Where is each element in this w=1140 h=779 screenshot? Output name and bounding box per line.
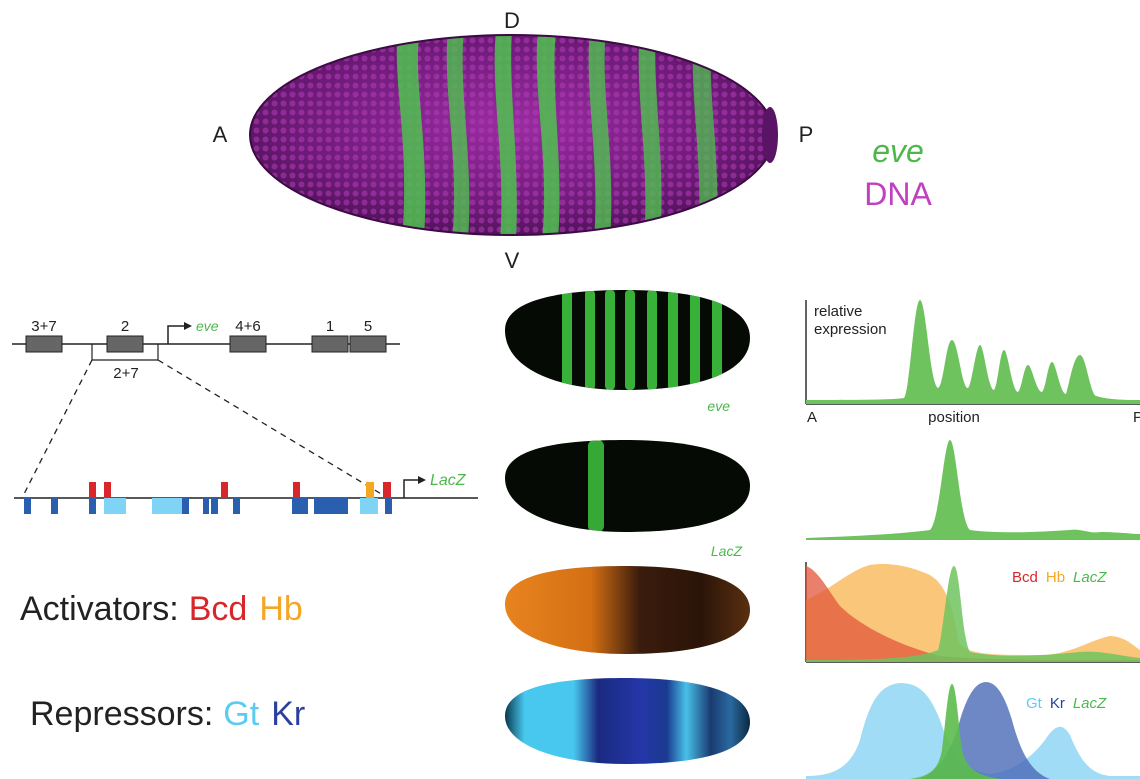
axis-label-dorsal: D (504, 8, 520, 33)
activators-legend: Bcd Hb LacZ (1012, 569, 1107, 586)
top-embryo (249, 34, 778, 236)
enhancer-bracket (91, 344, 159, 361)
enhancer-label-5: 5 (364, 318, 372, 335)
enhancer-box-2 (106, 335, 144, 353)
plot-ylabel-line2: expression (814, 321, 887, 338)
plot-ylabel-line1: relative (814, 303, 862, 320)
repressors-heading: Repressors: Gt Kr (30, 695, 305, 733)
enhancer-box-3-7 (25, 335, 63, 353)
gt-area (806, 683, 1140, 779)
promoter-arrow-icon (167, 325, 184, 344)
embryo-panel-bcd-hb (505, 566, 750, 654)
lacz-area (806, 440, 1140, 540)
enhancer-box-1 (311, 335, 349, 353)
activators-heading: Activators: Bcd Hb (20, 590, 303, 628)
enhancer-box-4-6 (229, 335, 267, 353)
bcd-area (806, 566, 1140, 662)
embryo-panel-gt-kr (505, 678, 750, 764)
plot-lacz-expression (806, 440, 1140, 540)
hb-area (806, 564, 1140, 662)
axis-label-ventral: V (505, 248, 520, 273)
embryo-panel-lacz (505, 440, 750, 532)
enhancer-label-4-6: 4+6 (235, 318, 260, 335)
embryo-label-eve: eve (707, 398, 730, 414)
enhancer-label-3-7: 3+7 (31, 318, 56, 335)
enhancer-label-2: 2 (121, 318, 129, 335)
eve-stripes (396, 35, 718, 235)
reporter-arrow-icon (403, 479, 418, 498)
embryo-panel-eve (505, 290, 750, 390)
eve-area (806, 300, 1140, 404)
repressors-legend: Gt Kr LacZ (1026, 695, 1107, 712)
plot-x-end: P (1133, 409, 1140, 426)
gene-label-eve: eve (196, 318, 219, 334)
enhancer-bracket-label: 2+7 (113, 365, 138, 382)
legend-eve: eve (872, 133, 924, 169)
embryo-label-lacz: LacZ (711, 543, 743, 559)
reporter-label-lacz: LacZ (430, 472, 467, 489)
plot-activators (805, 562, 1140, 663)
legend-dna: DNA (864, 176, 932, 212)
plot-x-start: A (807, 409, 817, 426)
axis-label-posterior: P (799, 122, 814, 147)
enhancer-label-1: 1 (326, 318, 334, 335)
gene-map (12, 322, 400, 499)
plot-repressors (806, 682, 1140, 779)
enhancer-box-5 (349, 335, 387, 353)
axis-label-anterior: A (213, 122, 228, 147)
plot-eve-expression (805, 300, 1140, 405)
plot-xlabel: position (928, 409, 980, 426)
lacz-repressor-area (910, 684, 1000, 779)
enhancer-detail-map (14, 476, 478, 514)
